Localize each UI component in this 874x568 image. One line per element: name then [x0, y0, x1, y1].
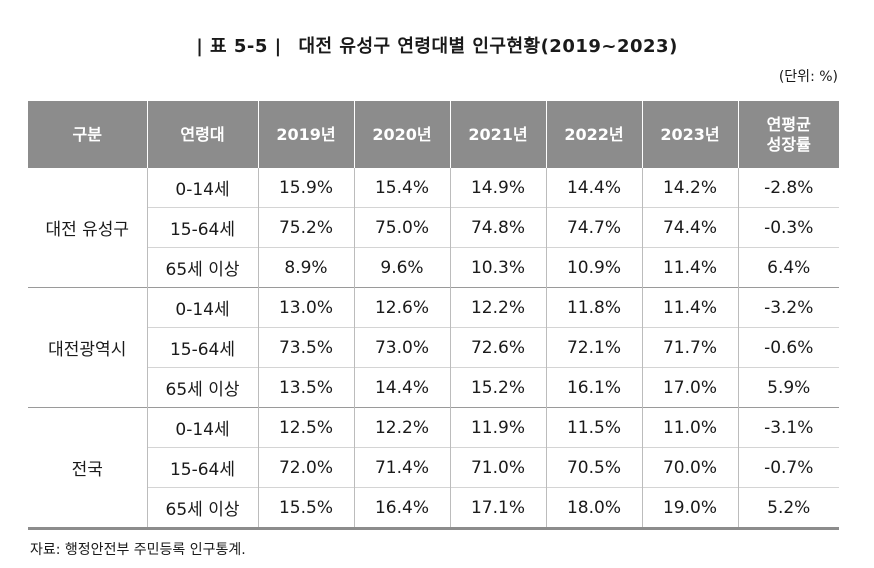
header-category: 구분	[28, 101, 147, 168]
value-cell: 17.0%	[641, 367, 738, 408]
age-group-cell: 0-14세	[146, 407, 258, 448]
value-cell: 71.0%	[449, 447, 546, 488]
value-cell: 16.1%	[545, 367, 642, 408]
value-cell: 11.5%	[545, 407, 642, 448]
header-2021: 2021년	[449, 101, 546, 168]
region-cell: 전국	[28, 407, 147, 529]
value-cell: 12.5%	[257, 407, 354, 448]
table-row: 대전 유성구 0-14세 15.9% 15.4% 14.9% 14.4% 14.2% -2.8…	[28, 168, 839, 240]
growth-rate-cell: -2.8%	[737, 168, 839, 208]
table-title: | 표 5-5 | 대전 유성구 연령대별 인구현황(2019~2023)	[0, 32, 874, 58]
value-cell: 12.2%	[449, 287, 546, 328]
table-title-text: 대전 유성구 연령대별 인구현황(2019~2023)	[298, 36, 678, 57]
value-cell: 17.1%	[449, 487, 546, 529]
header-2020: 2020년	[353, 101, 450, 168]
age-group-cell: 0-14세	[146, 287, 258, 328]
value-cell: 72.6%	[449, 327, 546, 368]
value-cell: 13.5%	[257, 367, 354, 408]
value-cell: 15.2%	[449, 367, 546, 408]
value-cell: 11.9%	[449, 407, 546, 448]
value-cell: 9.6%	[353, 247, 450, 288]
age-group-cell: 65세 이상	[146, 367, 258, 408]
value-cell: 10.3%	[449, 247, 546, 288]
value-cell: 14.4%	[353, 367, 450, 408]
value-cell: 12.2%	[353, 407, 450, 448]
table-row: 전국 0-14세 12.5% 12.2% 11.9% 11.5% 11.0% -3.1%	[28, 407, 839, 529]
growth-rate-cell: -0.6%	[737, 327, 839, 368]
value-cell: 14.2%	[641, 168, 738, 208]
value-cell: 8.9%	[257, 247, 354, 288]
header-2023: 2023년	[641, 101, 738, 168]
value-cell: 72.1%	[545, 327, 642, 368]
value-cell: 71.4%	[353, 447, 450, 488]
table-row: 65세 이상 15.5% 16.4% 17.1% 18.0% 19.0% 5.2%	[28, 487, 839, 529]
region-cell: 대전광역시	[28, 287, 147, 408]
table-number: | 표 5-5 |	[196, 36, 282, 57]
header-2019: 2019년	[257, 101, 354, 168]
source-note: 자료: 행정안전부 주민등록 인구통계.	[30, 542, 246, 558]
value-cell: 14.4%	[545, 168, 642, 208]
value-cell: 74.7%	[545, 207, 642, 248]
value-cell: 15.9%	[257, 168, 354, 208]
age-group-cell: 15-64세	[146, 207, 258, 248]
age-group-cell: 65세 이상	[146, 247, 258, 288]
unit-label: (단위: %)	[778, 69, 838, 85]
header-age-group: 연령대	[146, 101, 258, 168]
header-growth-rate-label: 연평균 성장률	[766, 114, 811, 154]
age-group-cell: 15-64세	[146, 327, 258, 368]
value-cell: 11.4%	[641, 247, 738, 288]
value-cell: 11.4%	[641, 287, 738, 328]
growth-rate-cell: -0.3%	[737, 207, 839, 248]
value-cell: 73.5%	[257, 327, 354, 368]
value-cell: 15.4%	[353, 168, 450, 208]
growth-rate-cell: -3.2%	[737, 287, 839, 328]
table-row: 65세 이상 13.5% 14.4% 15.2% 16.1% 17.0% 5.9%	[28, 367, 839, 408]
value-cell: 71.7%	[641, 327, 738, 368]
age-group-cell: 0-14세	[146, 168, 258, 208]
value-cell: 11.0%	[641, 407, 738, 448]
growth-rate-cell: -0.7%	[737, 447, 839, 488]
value-cell: 13.0%	[257, 287, 354, 328]
age-group-cell: 15-64세	[146, 447, 258, 488]
table-row: 15-64세 75.2% 75.0% 74.8% 74.7% 74.4% -0.3%	[28, 207, 839, 248]
value-cell: 16.4%	[353, 487, 450, 529]
value-cell: 70.0%	[641, 447, 738, 488]
value-cell: 75.2%	[257, 207, 354, 248]
value-cell: 70.5%	[545, 447, 642, 488]
header-2022: 2022년	[545, 101, 642, 168]
growth-rate-cell: 5.2%	[737, 487, 839, 529]
value-cell: 15.5%	[257, 487, 354, 529]
header-row: 구분 연령대 2019년 2020년 2021년 2022년 2023년 연평균…	[28, 101, 839, 168]
growth-rate-cell: 6.4%	[737, 247, 839, 288]
value-cell: 75.0%	[353, 207, 450, 248]
value-cell: 18.0%	[545, 487, 642, 529]
header-growth-rate: 연평균 성장률	[737, 101, 839, 168]
population-table: 구분 연령대 2019년 2020년 2021년 2022년 2023년 연평균…	[28, 101, 839, 530]
growth-rate-cell: -3.1%	[737, 407, 839, 448]
region-cell: 대전 유성구	[45, 220, 130, 240]
value-cell: 72.0%	[257, 447, 354, 488]
value-cell: 74.4%	[641, 207, 738, 248]
value-cell: 73.0%	[353, 327, 450, 368]
table-row: 대전광역시 0-14세 13.0% 12.6% 12.2% 11.8% 11.4% -3.2%	[28, 287, 839, 408]
value-cell: 74.8%	[449, 207, 546, 248]
value-cell: 10.9%	[545, 247, 642, 288]
growth-rate-cell: 5.9%	[737, 367, 839, 408]
value-cell: 11.8%	[545, 287, 642, 328]
value-cell: 14.9%	[449, 168, 546, 208]
value-cell: 12.6%	[353, 287, 450, 328]
table-row: 15-64세 73.5% 73.0% 72.6% 72.1% 71.7% -0.6%	[28, 327, 839, 368]
table-row: 65세 이상 8.9% 9.6% 10.3% 10.9% 11.4% 6.4%	[28, 247, 839, 288]
value-cell: 19.0%	[641, 487, 738, 529]
table-row: 15-64세 72.0% 71.4% 71.0% 70.5% 70.0% -0.7%	[28, 447, 839, 488]
age-group-cell: 65세 이상	[146, 487, 258, 529]
